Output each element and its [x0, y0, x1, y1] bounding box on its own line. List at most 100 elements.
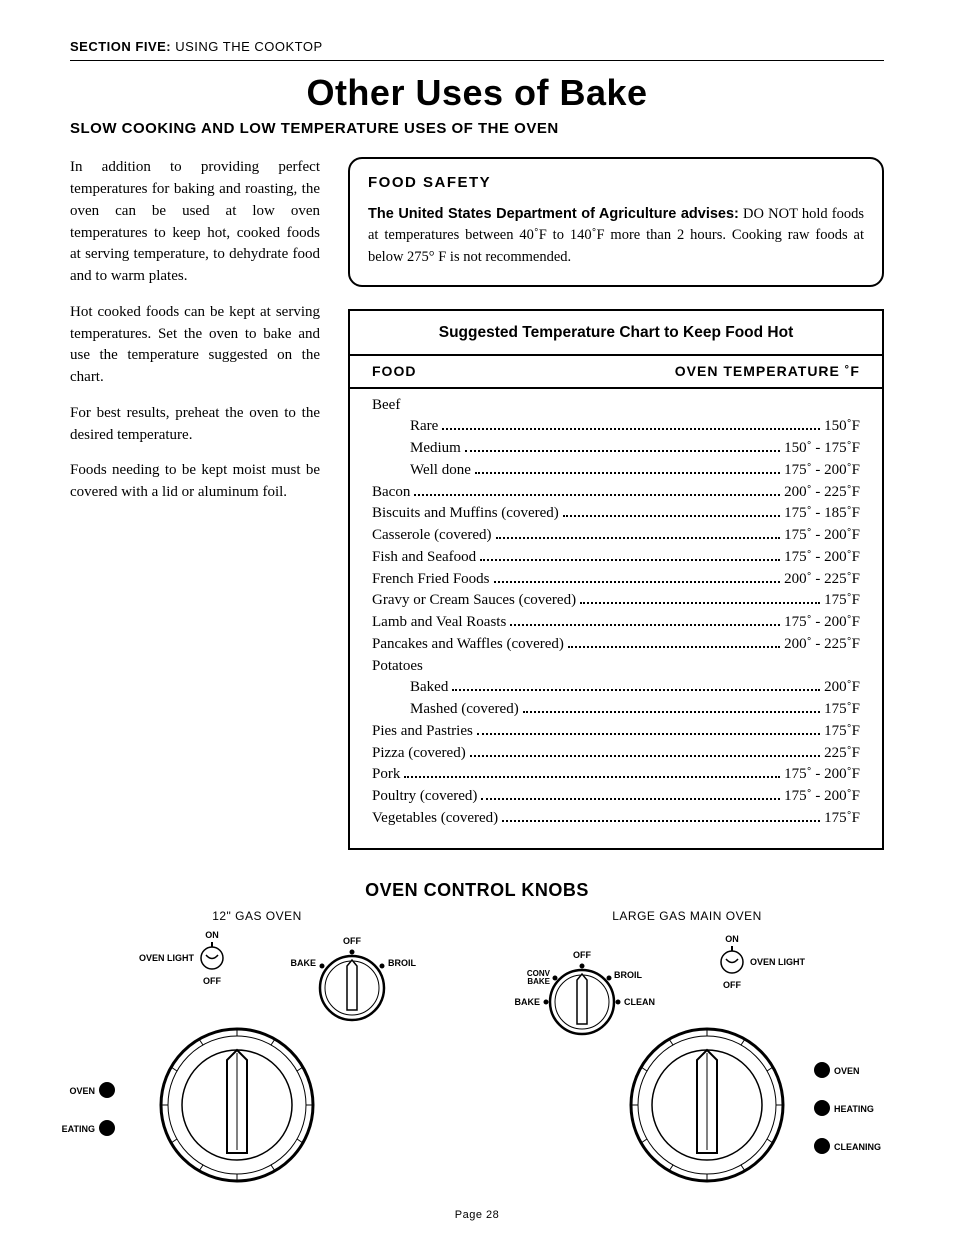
- chart-title: Suggested Temperature Chart to Keep Food…: [350, 311, 882, 354]
- leader-dots: [442, 428, 820, 430]
- mode2-broil: BROIL: [614, 970, 643, 980]
- chart-row: Poultry (covered)175˚ - 200˚F: [372, 786, 860, 808]
- chart-row-label: Potatoes: [372, 656, 423, 678]
- chart-row-label: Mashed (covered): [410, 699, 519, 721]
- switch2-label: OVEN LIGHT: [750, 957, 806, 967]
- chart-row: Bacon200˚ - 225˚F: [372, 482, 860, 504]
- chart-row: Pizza (covered) 225˚F: [372, 743, 860, 765]
- page-title: Other Uses of Bake: [70, 69, 884, 118]
- section-rest: USING THE COOKTOP: [171, 39, 323, 54]
- leader-dots: [414, 494, 780, 496]
- safety-body: The United States Department of Agricult…: [368, 204, 864, 269]
- safety-heading: FOOD SAFETY: [368, 173, 864, 193]
- chart-row-temp: 225˚F: [824, 743, 860, 765]
- chart-row: Pork175˚ - 200˚F: [372, 764, 860, 786]
- chart-row-label: Rare: [410, 416, 438, 438]
- knob-right: LARGE GAS MAIN OVEN OFF CONVBAKE BAKE BR…: [482, 908, 892, 1190]
- chart-row-temp: 175˚ - 200˚F: [784, 460, 860, 482]
- knob-right-title: LARGE GAS MAIN OVEN: [482, 908, 892, 924]
- switch2-off: OFF: [723, 980, 741, 990]
- switch-off-label: OFF: [203, 976, 221, 986]
- chart-headers: FOOD OVEN TEMPERATURE ˚F: [350, 354, 882, 389]
- chart-row: Biscuits and Muffins (covered)175˚ - 185…: [372, 503, 860, 525]
- chart-row-label: Pies and Pastries: [372, 721, 473, 743]
- leader-dots: [465, 450, 780, 452]
- knob-right-svg: OFF CONVBAKE BAKE BROIL CLEAN ON OFF OVE…: [482, 930, 892, 1190]
- mode2-off: OFF: [573, 950, 591, 960]
- chart-row-label: Gravy or Cream Sauces (covered): [372, 590, 576, 612]
- chart-row-temp: 200˚F: [824, 677, 860, 699]
- mode-broil: BROIL: [388, 958, 417, 968]
- chart-row: Fish and Seafood175˚ - 200˚F: [372, 547, 860, 569]
- chart-row-label: Well done: [410, 460, 471, 482]
- chart-col1: FOOD: [372, 362, 416, 381]
- svg-text:CONVBAKE: CONVBAKE: [527, 969, 551, 986]
- chart-row-label: Vegetables (covered): [372, 808, 498, 830]
- leader-dots: [452, 689, 820, 691]
- knob-left-title: 12" GAS OVEN: [62, 908, 452, 924]
- leader-dots: [494, 581, 781, 583]
- chart-row-label: Medium: [410, 438, 461, 460]
- chart-row-label: Beef: [372, 395, 400, 417]
- chart-row: Mashed (covered) 175˚F: [372, 699, 860, 721]
- chart-row: Potatoes: [372, 656, 860, 678]
- chart-row: Lamb and Veal Roasts175˚ - 200˚F: [372, 612, 860, 634]
- chart-row-temp: 175˚F: [824, 808, 860, 830]
- chart-row: Pies and Pastries175˚F: [372, 721, 860, 743]
- chart-row: Rare150˚F: [372, 416, 860, 438]
- knob-left: 12" GAS OVEN ON OFF OVEN LIGHT: [62, 908, 452, 1190]
- chart-row-label: Pizza (covered): [372, 743, 466, 765]
- leader-dots: [568, 646, 780, 648]
- chart-row-label: Poultry (covered): [372, 786, 477, 808]
- switch2-on: ON: [725, 934, 739, 944]
- para-3: For best results, preheat the oven to th…: [70, 403, 320, 447]
- right-column: FOOD SAFETY The United States Department…: [348, 157, 884, 849]
- chart-row-label: Pancakes and Waffles (covered): [372, 634, 564, 656]
- chart-body: BeefRare150˚FMedium150˚ - 175˚FWell done…: [350, 389, 882, 848]
- knobs-heading: OVEN CONTROL KNOBS: [70, 878, 884, 902]
- food-safety-box: FOOD SAFETY The United States Department…: [348, 157, 884, 287]
- chart-row: Vegetables (covered) 175˚F: [372, 808, 860, 830]
- para-4: Foods needing to be kept moist must be c…: [70, 460, 320, 504]
- mode-off: OFF: [343, 936, 361, 946]
- leader-dots: [563, 515, 780, 517]
- leader-dots: [470, 755, 820, 757]
- chart-row-label: Lamb and Veal Roasts: [372, 612, 506, 634]
- chart-row: Well done 175˚ - 200˚F: [372, 460, 860, 482]
- leader-dots: [510, 624, 780, 626]
- page-number: Page 28: [70, 1208, 884, 1223]
- ind2-heating: HEATING: [834, 1104, 874, 1114]
- chart-row-temp: 200˚ - 225˚F: [784, 569, 860, 591]
- chart-row: Baked 200˚F: [372, 677, 860, 699]
- leader-dots: [475, 472, 780, 474]
- chart-row-temp: 175˚ - 200˚F: [784, 525, 860, 547]
- chart-row-label: French Fried Foods: [372, 569, 490, 591]
- switch-label: OVEN LIGHT: [139, 953, 195, 963]
- mode2-bake: BAKE: [514, 997, 540, 1007]
- chart-row: Pancakes and Waffles (covered)200˚ - 225…: [372, 634, 860, 656]
- leader-dots: [580, 602, 820, 604]
- switch-on-label: ON: [205, 930, 219, 940]
- chart-row-label: Bacon: [372, 482, 410, 504]
- para-1: In addition to providing perfect tempera…: [70, 157, 320, 288]
- chart-row-temp: 175˚F: [824, 699, 860, 721]
- leader-dots: [496, 537, 781, 539]
- leader-dots: [404, 776, 780, 778]
- chart-row-label: Pork: [372, 764, 400, 786]
- leader-dots: [477, 733, 820, 735]
- chart-row: French Fried Foods 200˚ - 225˚F: [372, 569, 860, 591]
- mode2-clean: CLEAN: [624, 997, 655, 1007]
- mode-bake: BAKE: [290, 958, 316, 968]
- ind2-cleaning: CLEANING: [834, 1142, 881, 1152]
- chart-row-temp: 150˚ - 175˚F: [784, 438, 860, 460]
- chart-row-label: Biscuits and Muffins (covered): [372, 503, 559, 525]
- temperature-chart: Suggested Temperature Chart to Keep Food…: [348, 309, 884, 850]
- left-column: In addition to providing perfect tempera…: [70, 157, 320, 518]
- chart-row-label: Baked: [410, 677, 448, 699]
- chart-row-label: Fish and Seafood: [372, 547, 476, 569]
- chart-row: Gravy or Cream Sauces (covered)175˚F: [372, 590, 860, 612]
- chart-row-label: Casserole (covered): [372, 525, 492, 547]
- chart-row: Casserole (covered) 175˚ - 200˚F: [372, 525, 860, 547]
- ind2-oven: OVEN: [834, 1066, 860, 1076]
- leader-dots: [523, 711, 820, 713]
